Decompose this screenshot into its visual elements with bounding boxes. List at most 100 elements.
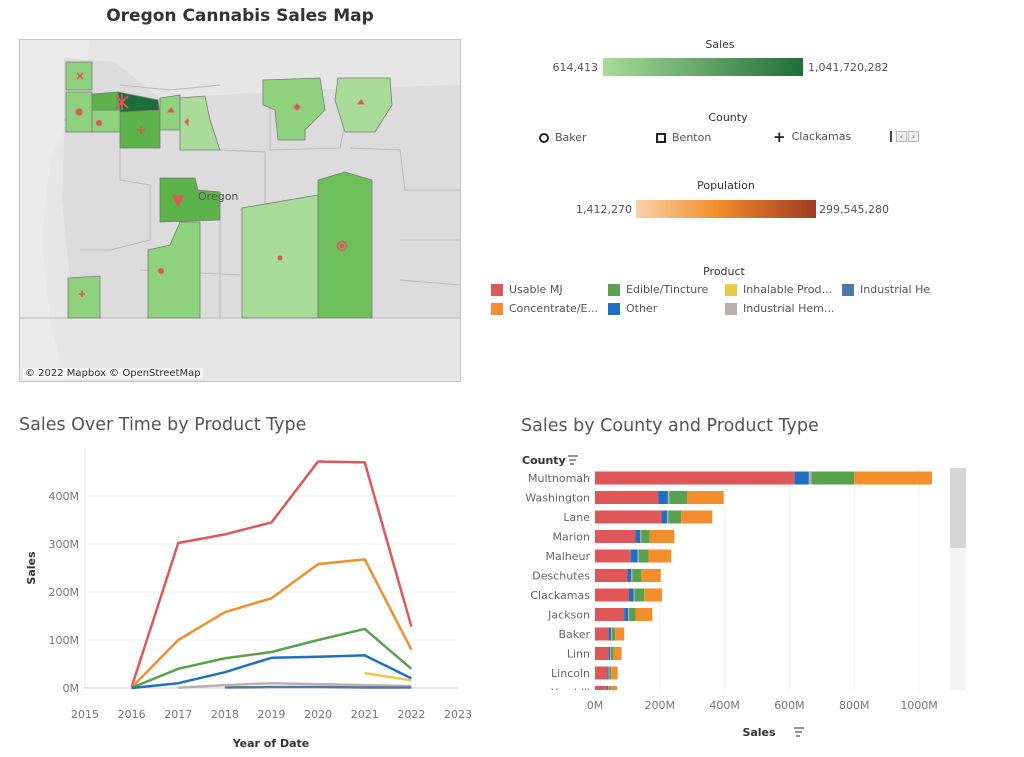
bar-segment[interactable] <box>615 627 625 641</box>
bar-segment[interactable] <box>641 569 661 582</box>
bar-segment[interactable] <box>635 530 641 543</box>
bar-segment[interactable] <box>595 686 607 699</box>
x-tick-label: 1000M <box>900 699 938 712</box>
x-tick-label: 200M <box>645 699 676 712</box>
bar-segment[interactable] <box>661 510 668 524</box>
bar-segment[interactable] <box>794 471 809 485</box>
sort-icon[interactable] <box>568 455 578 465</box>
bar-segment[interactable] <box>635 608 653 621</box>
bar-segment[interactable] <box>658 491 668 504</box>
bar-segment[interactable] <box>811 471 855 485</box>
county-legend-item[interactable]: Benton <box>656 131 711 144</box>
bar-segment[interactable] <box>624 608 629 621</box>
bar-segment[interactable] <box>611 666 618 680</box>
bar-segment[interactable] <box>648 549 672 563</box>
bar-segment[interactable] <box>630 549 638 563</box>
county-malheur[interactable] <box>317 171 373 319</box>
bar-segment[interactable] <box>595 510 662 524</box>
bar-segment[interactable] <box>629 608 636 621</box>
county-clackamas[interactable] <box>119 109 161 149</box>
bar-segment[interactable] <box>668 510 682 524</box>
y-axis-title: Sales <box>25 551 38 585</box>
series-line[interactable] <box>131 627 413 689</box>
bar-segment[interactable] <box>640 530 642 543</box>
bar-segment[interactable] <box>637 549 639 563</box>
bar-segment[interactable] <box>644 588 663 602</box>
bar-segment[interactable] <box>610 647 614 660</box>
product-legend-item[interactable]: Inhalable Prod... <box>725 283 832 296</box>
series-line[interactable] <box>130 558 413 689</box>
bar-segment[interactable] <box>629 588 634 602</box>
product-legend-item[interactable]: Edible/Tincture <box>608 283 708 296</box>
bar-segment[interactable] <box>649 530 675 543</box>
bar-segment[interactable] <box>634 588 645 602</box>
county-union[interactable] <box>334 77 393 133</box>
bar-segment[interactable] <box>606 686 608 699</box>
bar-segment[interactable] <box>687 491 724 504</box>
product-legend-item[interactable]: Concentrate/E... <box>491 302 598 315</box>
bar-segment[interactable] <box>667 510 669 524</box>
county-klamath[interactable] <box>147 221 201 319</box>
legend-prev-button[interactable]: ‹ <box>896 131 907 142</box>
bar-segment[interactable] <box>808 471 812 485</box>
bar-segment[interactable] <box>638 549 649 563</box>
bar-segment[interactable] <box>608 686 611 699</box>
series-line[interactable] <box>131 654 412 690</box>
oregon-map[interactable]: Oregon © 2022 Mapbox © OpenStreetMap <box>19 39 461 382</box>
bar-segment[interactable] <box>595 627 609 641</box>
bar-segment[interactable] <box>595 647 609 660</box>
bar-segment[interactable] <box>595 491 659 504</box>
bar-segment[interactable] <box>595 549 631 563</box>
bar-segment[interactable] <box>854 471 933 485</box>
population-legend-min: 1,412,270 <box>576 203 632 216</box>
line-chart[interactable]: 0M 100M 200M 300M 400M 2015 2016 2017 2018 2019 20… <box>0 440 480 757</box>
series-line[interactable] <box>178 681 412 690</box>
bar-segment[interactable] <box>609 666 612 680</box>
county-legend-item[interactable]: Baker <box>539 131 587 144</box>
county-yamhill[interactable] <box>91 109 121 133</box>
product-legend-item[interactable]: Other <box>608 302 657 315</box>
bar-segment[interactable] <box>610 647 611 660</box>
bar-segment[interactable] <box>607 666 609 680</box>
legend-next-button[interactable]: › <box>908 131 919 142</box>
bar-segment[interactable] <box>681 510 713 524</box>
bar-segment[interactable] <box>628 608 630 621</box>
bar-segment[interactable] <box>595 666 608 680</box>
bar-segment[interactable] <box>608 666 610 680</box>
bar-segment[interactable] <box>610 686 618 699</box>
bar-segment[interactable] <box>627 569 632 582</box>
bar-segment[interactable] <box>632 569 642 582</box>
bar-segment[interactable] <box>607 686 609 699</box>
sort-icon[interactable] <box>794 727 804 737</box>
bar-segment[interactable] <box>595 471 795 485</box>
county-wasco[interactable] <box>179 95 221 151</box>
bar-segment[interactable] <box>669 491 688 504</box>
bar-segment[interactable] <box>611 627 616 641</box>
product-legend-item[interactable]: Industrial He <box>842 283 930 296</box>
product-legend-item[interactable]: Industrial Hem... <box>725 302 834 315</box>
county-deschutes[interactable] <box>159 177 221 223</box>
bar-segment[interactable] <box>595 530 636 543</box>
bar-chart[interactable]: County 0M 200M 400M 600M 800M 1000M Multnomah Wa… <box>505 443 975 753</box>
series-line[interactable] <box>130 460 413 688</box>
bar-segment[interactable] <box>641 530 650 543</box>
map-attribution[interactable]: © 2022 Mapbox © OpenStreetMap <box>23 368 203 379</box>
bar-segment[interactable] <box>613 647 622 660</box>
x-tick-label: 0M <box>587 699 604 712</box>
county-umatilla[interactable] <box>262 77 326 141</box>
map-canvas[interactable]: Oregon <box>20 40 461 382</box>
bar-segment[interactable] <box>631 569 633 582</box>
series-line[interactable] <box>364 671 412 682</box>
county-josephine[interactable] <box>67 275 101 319</box>
bar-segment[interactable] <box>608 647 611 660</box>
bar-segment[interactable] <box>667 491 670 504</box>
bar-segment[interactable] <box>633 588 635 602</box>
county-legend-item[interactable]: + Clackamas <box>773 127 852 146</box>
bar-segment[interactable] <box>611 627 612 641</box>
bar-segment[interactable] <box>595 569 628 582</box>
scrollbar-thumb[interactable] <box>950 468 966 548</box>
product-legend-item[interactable]: Usable MJ <box>491 283 563 296</box>
bar-segment[interactable] <box>608 627 612 641</box>
bar-segment[interactable] <box>595 608 625 621</box>
bar-segment[interactable] <box>595 588 630 602</box>
